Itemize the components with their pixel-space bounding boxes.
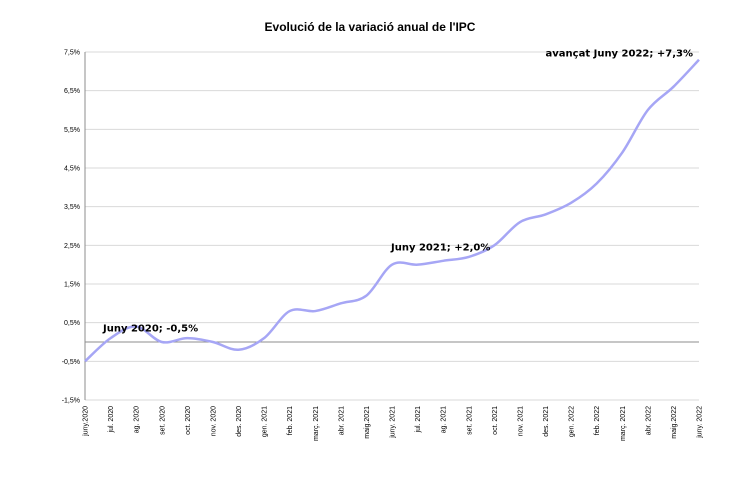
x-tick-label: nov. 2020	[210, 406, 217, 436]
y-tick-label: -1,5%	[62, 398, 80, 405]
y-tick-label: 7,5%	[64, 50, 80, 57]
x-tick-label: des. 2020	[236, 406, 243, 437]
x-tick-label: maig.2022	[671, 406, 678, 439]
x-tick-label: feb. 2021	[287, 406, 294, 435]
x-tick-label: oct. 2020	[185, 406, 192, 435]
x-tick-label: juny. 2022	[697, 406, 704, 439]
y-tick-label: 1,5%	[64, 282, 80, 289]
y-tick-label: 5,5%	[64, 127, 80, 134]
x-tick-label: jul. 2021	[415, 406, 422, 434]
x-tick-label: abr. 2021	[338, 406, 345, 435]
x-tick-label: nov. 2021	[517, 406, 524, 436]
data-annotation: Juny 2021; +2,0%	[390, 243, 490, 254]
x-tick-label: jul. 2020	[108, 406, 115, 434]
y-tick-label: 4,5%	[64, 166, 80, 173]
x-tick-label: juny. 2021	[390, 406, 397, 439]
x-tick-label: feb. 2022	[594, 406, 601, 435]
x-tick-label: maig.2021	[364, 406, 371, 439]
x-tick-label: set. 2020	[159, 406, 166, 435]
x-tick-label: des. 2021	[543, 406, 550, 437]
x-tick-label: gen. 2021	[262, 406, 269, 437]
x-tick-label: ag. 2021	[441, 406, 448, 433]
y-tick-label: 0,5%	[64, 320, 80, 327]
x-tick-label: ag. 2020	[134, 406, 141, 433]
y-tick-label: 6,5%	[64, 88, 80, 95]
x-tick-label: abr. 2022	[645, 406, 652, 435]
data-annotation: avançat Juny 2022; +7,3%	[546, 49, 693, 60]
y-tick-label: 3,5%	[64, 204, 80, 211]
chart-title: Evolució de la variació anual de l'IPC	[264, 20, 476, 34]
x-tick-label: oct. 2021	[492, 406, 499, 435]
x-tick-label: març. 2021	[620, 406, 627, 441]
x-tick-label: març. 2021	[313, 406, 320, 441]
y-tick-label: 2,5%	[64, 243, 80, 250]
data-annotation: Juny 2020; -0,5%	[102, 323, 198, 334]
x-tick-label: gen. 2022	[569, 406, 576, 437]
y-tick-label: -0,5%	[62, 359, 80, 366]
series-line	[84, 58, 700, 363]
x-tick-label: set. 2021	[466, 406, 473, 435]
x-tick-label: juny.2020	[83, 406, 90, 437]
